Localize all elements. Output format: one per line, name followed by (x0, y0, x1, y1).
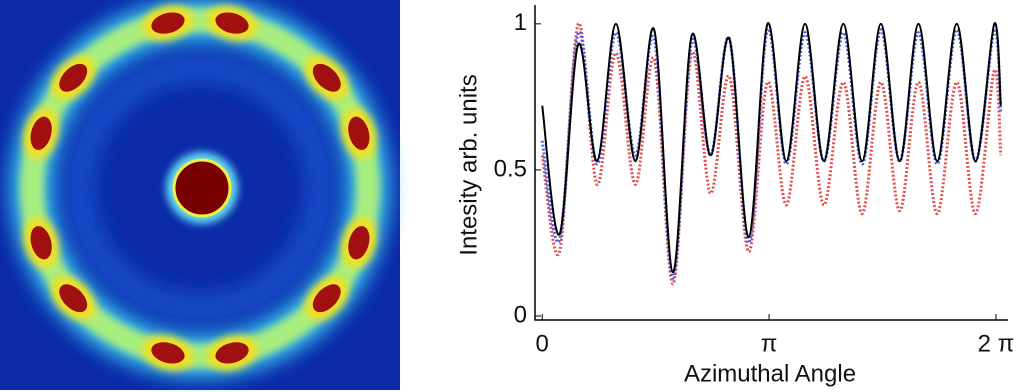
series-line (541, 22, 1002, 274)
hot-spot (348, 116, 370, 150)
hot-spot (215, 342, 249, 364)
hot-spot (30, 116, 52, 150)
x-axis-label: Azimuthal Angle (684, 360, 856, 387)
inner-ring (65, 53, 335, 323)
x-tick-label: 0 (536, 330, 549, 357)
series-line (540, 22, 1003, 286)
hot-spot (59, 284, 88, 313)
hot-spot (312, 284, 341, 313)
y-tick-label: 1 (514, 9, 527, 36)
x-tick-label: π (761, 330, 778, 357)
hot-spot (348, 226, 370, 260)
axes (534, 5, 1008, 321)
y-axis-label: Intesity arb. units (455, 74, 482, 255)
hot-spot (151, 342, 185, 364)
x-tick-label: 2 π (978, 330, 1015, 357)
series-line (540, 27, 1003, 280)
hot-spot (215, 12, 249, 34)
y-tick-label: 0.5 (494, 155, 527, 182)
center-spot (172, 158, 232, 218)
hot-spot (59, 63, 88, 92)
outer-ring (20, 8, 380, 368)
hot-spot (151, 12, 185, 34)
hot-spot (312, 63, 341, 92)
y-tick-label: 0 (514, 301, 527, 328)
diffraction-image (0, 0, 400, 390)
hot-spot (30, 226, 52, 260)
